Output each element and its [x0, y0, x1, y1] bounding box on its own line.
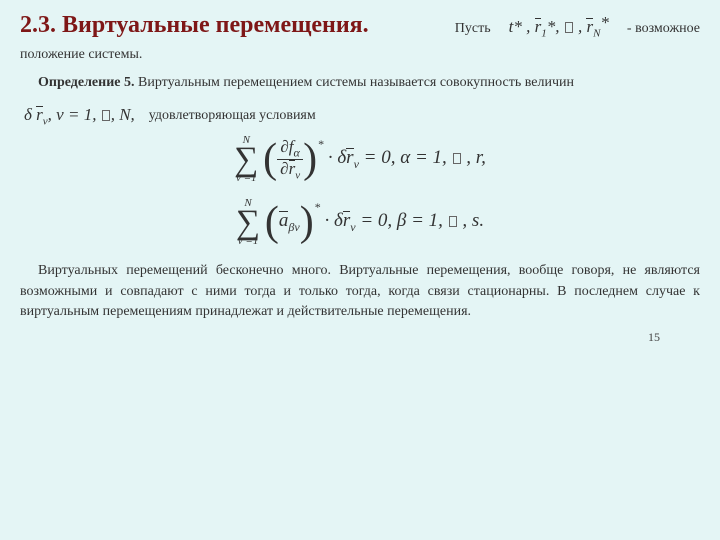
- eq2-ftop: ∂f: [280, 137, 293, 156]
- ellipsis-icon: [565, 22, 573, 33]
- section-heading: 2.3. Виртуальные перемещения.: [20, 12, 369, 39]
- paren-right-icon: ): [300, 208, 314, 237]
- eq2-tail: = 0, α = 1,: [364, 147, 452, 168]
- eq2-r-sym: , r,: [462, 147, 486, 168]
- sigma-icon: N ∑ ν =1: [236, 198, 260, 247]
- eq1-delta: δ: [24, 105, 32, 124]
- eq2-star: *: [318, 137, 324, 151]
- heading-title: Виртуальные перемещения.: [62, 12, 369, 38]
- equation-beta: N ∑ ν =1 ( aβν ) * · δrν = 0, β = 1, , s…: [20, 198, 700, 247]
- equation-alpha: N ∑ ν =1 ( ∂fα ∂rν ) * · δrν = 0, α = 1,…: [20, 135, 700, 184]
- seq-end: *: [600, 13, 609, 32]
- eq-delta-r: δ rν, ν = 1, , N, удовлетворяющая услови…: [24, 105, 700, 127]
- eq3-dot: · δ: [324, 210, 342, 231]
- eq2-ftop-sub: α: [294, 145, 300, 159]
- eq2-dr-bar: r: [346, 148, 353, 166]
- eq2-fbot-sub: ν: [295, 169, 300, 181]
- paren-right-icon: ): [303, 145, 317, 174]
- possible-word: - возможное: [627, 21, 700, 37]
- eq2-r: r: [346, 147, 353, 168]
- ellipsis-icon: [102, 110, 110, 121]
- sequence-symbols: t* , r1*, , rN*: [509, 17, 609, 39]
- seq-mid: *,: [547, 17, 564, 36]
- eq1-r: r: [36, 105, 43, 124]
- eq1-cond: , ν = 1,: [48, 105, 101, 124]
- eq3-a: a: [279, 210, 289, 231]
- paren-left-icon: (: [263, 145, 277, 174]
- seq-t: t* ,: [509, 17, 531, 36]
- eq1-r-bar: r: [36, 106, 43, 122]
- eq3-tail: = 0, β = 1,: [360, 210, 447, 231]
- satisfy-label: удовлетворяющая условиям: [149, 108, 316, 124]
- def-label: Определение 5.: [38, 75, 134, 90]
- eq2-fbot-d: ∂: [280, 159, 288, 178]
- sigma-icon: N ∑ ν =1: [234, 135, 258, 184]
- page-number: 15: [20, 330, 700, 345]
- eq1-N: , N,: [111, 105, 135, 124]
- sum-bot: ν =1: [236, 173, 257, 184]
- paren-left-icon: (: [265, 208, 279, 237]
- paragraph-body: Виртуальных перемещений бесконечно много…: [20, 261, 700, 322]
- eq3-nu: ν: [350, 220, 355, 234]
- sum-bot3: ν =1: [238, 236, 259, 247]
- heading-number: 2.3.: [20, 12, 56, 38]
- eq3-star: *: [315, 200, 321, 214]
- ellipsis-icon: [453, 153, 461, 164]
- ellipsis-icon: [449, 216, 457, 227]
- let-word: Пусть: [455, 21, 491, 37]
- def-text: Виртуальным перемещением системы называе…: [134, 75, 574, 90]
- eq3-a-sub: βν: [288, 220, 299, 234]
- definition-5: Определение 5. Виртуальным перемещением …: [38, 73, 694, 93]
- position-line: положение системы.: [20, 47, 700, 63]
- eq3-s-sym: , s.: [458, 210, 484, 231]
- eq3-abar: a: [279, 211, 289, 229]
- eq2-nu: ν: [354, 157, 359, 171]
- eq2-dot: · δ: [328, 147, 346, 168]
